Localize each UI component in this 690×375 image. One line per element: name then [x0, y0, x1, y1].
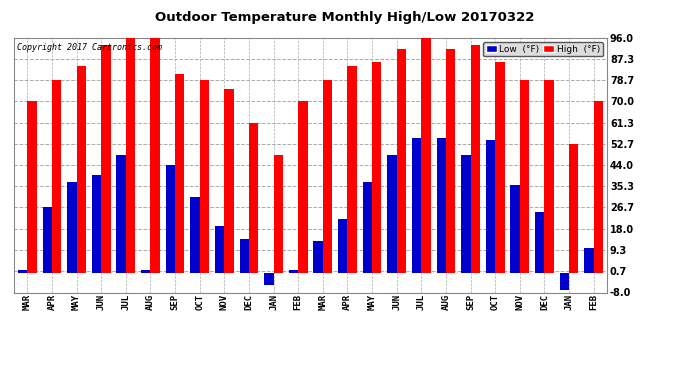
- Bar: [117, 155, 126, 273]
- Bar: [298, 101, 308, 273]
- Bar: [520, 80, 529, 273]
- Bar: [560, 273, 569, 290]
- Bar: [569, 144, 578, 273]
- Bar: [446, 49, 455, 273]
- Bar: [166, 165, 175, 273]
- Bar: [150, 38, 160, 273]
- Bar: [437, 138, 446, 273]
- Bar: [338, 219, 348, 273]
- Bar: [52, 80, 61, 273]
- Bar: [239, 238, 249, 273]
- Bar: [92, 175, 101, 273]
- Bar: [535, 211, 544, 273]
- Bar: [289, 270, 298, 273]
- Bar: [584, 248, 593, 273]
- Bar: [249, 123, 258, 273]
- Bar: [397, 49, 406, 273]
- Bar: [175, 74, 184, 273]
- Bar: [141, 270, 150, 273]
- Bar: [264, 273, 273, 285]
- Bar: [363, 182, 372, 273]
- Bar: [18, 270, 28, 273]
- Bar: [273, 155, 283, 273]
- Legend: Low  (°F), High  (°F): Low (°F), High (°F): [483, 42, 602, 56]
- Bar: [486, 141, 495, 273]
- Text: Outdoor Temperature Monthly High/Low 20170322: Outdoor Temperature Monthly High/Low 201…: [155, 11, 535, 24]
- Bar: [387, 155, 397, 273]
- Text: Copyright 2017 Cartronics.com: Copyright 2017 Cartronics.com: [17, 43, 161, 52]
- Bar: [372, 62, 382, 273]
- Bar: [77, 66, 86, 273]
- Bar: [28, 101, 37, 273]
- Bar: [313, 241, 323, 273]
- Bar: [215, 226, 224, 273]
- Bar: [511, 184, 520, 273]
- Bar: [593, 101, 603, 273]
- Bar: [412, 138, 422, 273]
- Bar: [101, 45, 110, 273]
- Bar: [199, 80, 209, 273]
- Bar: [43, 207, 52, 273]
- Bar: [67, 182, 77, 273]
- Bar: [348, 66, 357, 273]
- Bar: [544, 80, 554, 273]
- Bar: [461, 155, 471, 273]
- Bar: [126, 38, 135, 273]
- Bar: [190, 197, 199, 273]
- Bar: [323, 80, 332, 273]
- Bar: [471, 45, 480, 273]
- Bar: [422, 34, 431, 273]
- Bar: [495, 62, 504, 273]
- Bar: [224, 88, 234, 273]
